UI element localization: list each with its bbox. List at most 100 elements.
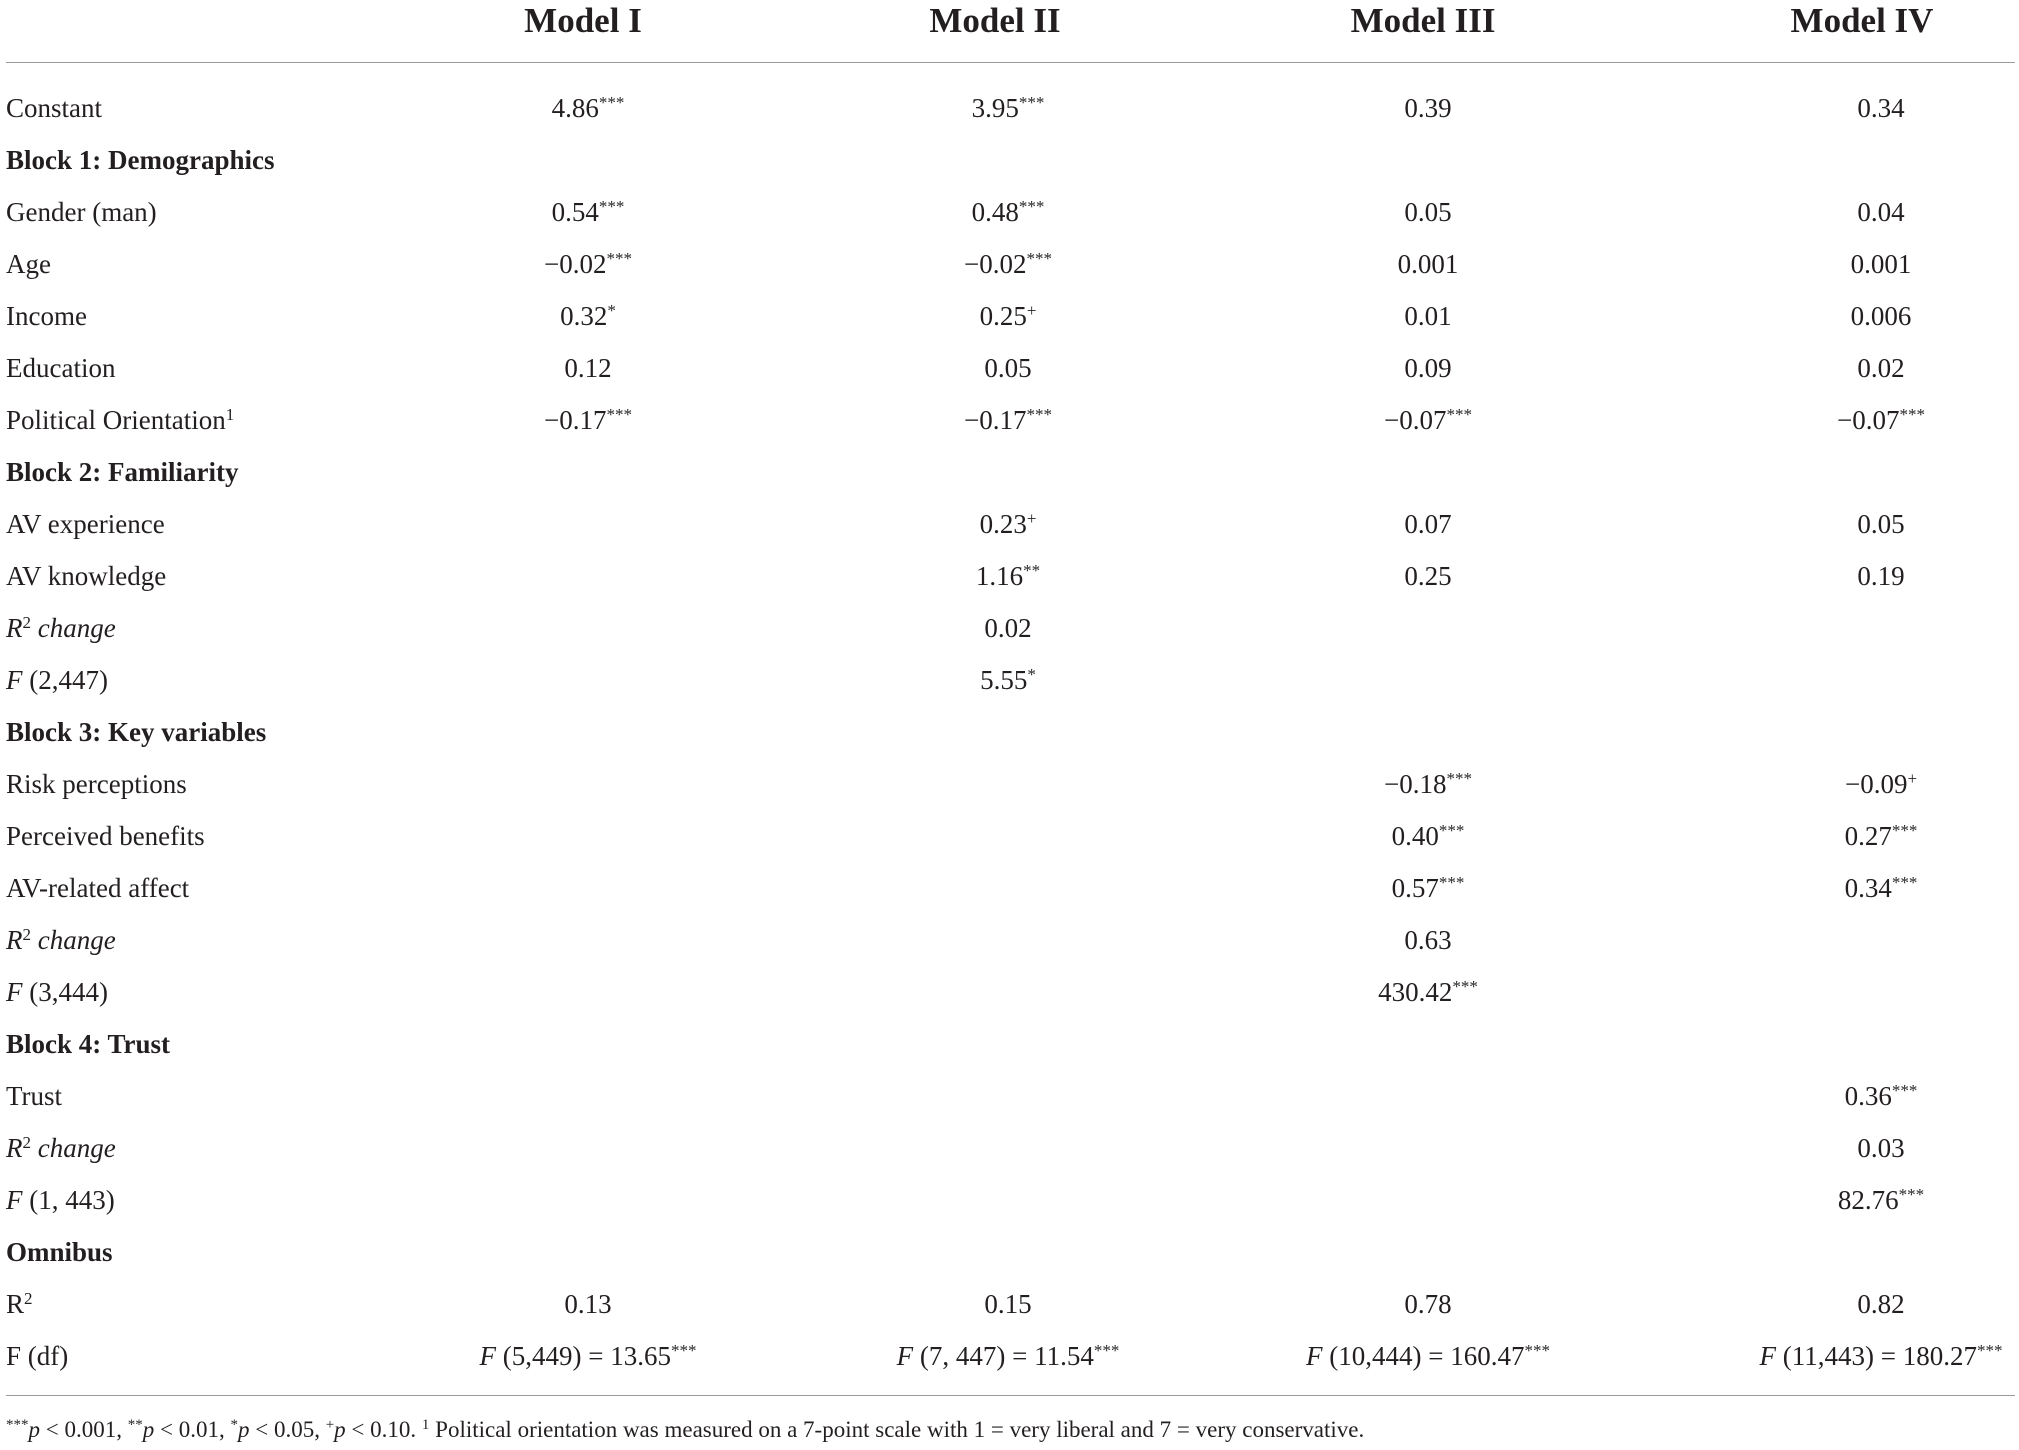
row-label-text: AV-related affect — [6, 873, 190, 903]
row-label: AV experience — [6, 498, 165, 550]
stat-symbol: F — [6, 1185, 23, 1215]
row-label-text: Block 4: Trust — [6, 1029, 171, 1059]
stat-label-rest: (1, 443) — [22, 1185, 115, 1215]
significance-marker: *** — [1026, 249, 1052, 268]
cell-model-2: 0.05 — [984, 353, 1032, 383]
footnote-p-3: p — [237, 1417, 250, 1442]
cell-model-3: −0.07*** — [1384, 394, 1472, 446]
significance-marker: * — [607, 301, 616, 320]
row-label-superscript: 1 — [225, 405, 235, 424]
table-footnote: ***p < 0.001, **p < 0.01, *p < 0.05, +p … — [6, 1412, 1364, 1448]
row-label-text: Age — [6, 249, 51, 279]
significance-marker: *** — [1976, 1341, 2003, 1360]
significance-marker: *** — [1438, 821, 1465, 840]
table-row: F (2,447) 5.55* — [0, 654, 2019, 706]
stat-exponent: 2 — [22, 1133, 32, 1152]
table-row: Constant 4.86*** 3.95*** 0.39 0.34 — [0, 82, 2019, 134]
cell-model-3: 0.09 — [1404, 353, 1452, 383]
row-label: AV knowledge — [6, 550, 166, 602]
cell-model-1: 0.32* — [560, 290, 616, 342]
stat-symbol: F — [6, 977, 23, 1007]
cell-value: −0.02 — [964, 249, 1027, 279]
stat-exponent: 2 — [22, 925, 32, 944]
cell-value: 0.34 — [1844, 873, 1892, 903]
significance-marker: *** — [1452, 977, 1478, 996]
row-label-text: Omnibus — [6, 1237, 113, 1267]
stat-symbol: F — [6, 665, 23, 695]
cell-model-1: 0.54*** — [552, 186, 625, 238]
cell-model-2: 0.02 — [984, 613, 1032, 643]
row-label: Gender (man) — [6, 186, 157, 238]
footnote-stars-1: * — [230, 1417, 238, 1433]
cell-model-2: 5.55* — [980, 654, 1036, 706]
cell-value: 0.54 — [551, 197, 599, 227]
row-label-text: Constant — [6, 93, 103, 123]
cell-value: 0.25 — [979, 301, 1027, 331]
stat-label-rest: change — [31, 613, 116, 643]
cell-model-2: −0.17*** — [964, 394, 1052, 446]
section-row: Block 1: Demographics — [0, 134, 2019, 186]
significance-marker: ** — [1023, 561, 1041, 580]
row-label: F (1, 443) — [6, 1174, 115, 1226]
cell-model-4: 0.03 — [1857, 1133, 1905, 1163]
footnote-p-2: p — [142, 1417, 155, 1442]
row-label: Education — [6, 342, 115, 394]
footer-rule — [6, 1395, 2015, 1396]
significance-marker: *** — [606, 249, 632, 268]
significance-marker: * — [1027, 665, 1036, 684]
table-row: Political Orientation1 −0.17*** −0.17*** −0… — [0, 394, 2019, 446]
row-label-text: Block 2: Familiarity — [6, 457, 239, 487]
row-label: AV-related affect — [6, 862, 189, 914]
row-label-text: R — [6, 1289, 25, 1319]
cell-model-4: 0.001 — [1850, 249, 1912, 279]
cell-model-4: F (11,443) = 180.27*** — [1760, 1330, 2003, 1382]
stat-label-rest: (2,447) — [22, 665, 108, 695]
row-label-text: Education — [6, 353, 116, 383]
cell-value: −0.17 — [544, 405, 607, 435]
table-row: R2 change 0.03 — [0, 1122, 2019, 1174]
significance-marker: *** — [1446, 405, 1472, 424]
cell-model-3: 0.40*** — [1392, 810, 1465, 862]
significance-marker: *** — [1891, 873, 1918, 892]
significance-marker: + — [1026, 301, 1037, 320]
cell-model-2: 3.95*** — [972, 82, 1045, 134]
cell-model-1: −0.02*** — [544, 238, 632, 290]
cell-model-1: 0.13 — [564, 1289, 612, 1319]
cell-value: 4.86 — [551, 93, 599, 123]
row-label-superscript: 2 — [24, 1289, 33, 1308]
significance-marker: *** — [1446, 769, 1472, 788]
cell-model-2: 0.25+ — [980, 290, 1037, 342]
footnote-threshold-1: < 0.001, — [40, 1417, 128, 1442]
section-heading: Block 4: Trust — [6, 1018, 170, 1070]
cell-model-4: 0.02 — [1857, 353, 1905, 383]
cell-value: −0.18 — [1384, 769, 1447, 799]
cell-model-3: 0.57*** — [1392, 862, 1465, 914]
cell-value: 1.16 — [975, 561, 1024, 591]
row-label: F (3,444) — [6, 966, 108, 1018]
significance-marker: + — [1026, 509, 1037, 528]
cell-model-1: 0.12 — [564, 353, 612, 383]
footnote-plus: + — [325, 1417, 335, 1433]
table-row: Risk perceptions −0.18*** −0.09+ — [0, 758, 2019, 810]
cell-value: 0.27 — [1844, 821, 1892, 851]
cell-value: −0.02 — [544, 249, 607, 279]
cell-value: −0.07 — [1384, 405, 1447, 435]
significance-marker: *** — [598, 197, 625, 216]
f-symbol: F — [896, 1341, 914, 1371]
cell-model-4: 82.76*** — [1838, 1174, 1924, 1226]
stat-label-rest: change — [31, 925, 116, 955]
table-row: Education 0.12 0.05 0.09 0.02 — [0, 342, 2019, 394]
section-heading: Omnibus — [6, 1226, 113, 1278]
table-row: F (1, 443) 82.76*** — [0, 1174, 2019, 1226]
cell-model-3: 0.78 — [1404, 1289, 1452, 1319]
row-label: R2 change — [6, 1122, 116, 1174]
cell-model-4: 0.34*** — [1845, 862, 1918, 914]
column-header-model-1: Model I — [524, 1, 642, 40]
cell-model-3: F (10,444) = 160.47*** — [1306, 1330, 1550, 1382]
cell-model-4: 0.006 — [1850, 301, 1912, 331]
cell-value: (10,444) = 160.47 — [1322, 1341, 1525, 1371]
row-label: Trust — [6, 1070, 62, 1122]
row-label: Risk perceptions — [6, 758, 187, 810]
table-row: Perceived benefits 0.40*** 0.27*** — [0, 810, 2019, 862]
cell-model-3: 0.63 — [1404, 925, 1452, 955]
